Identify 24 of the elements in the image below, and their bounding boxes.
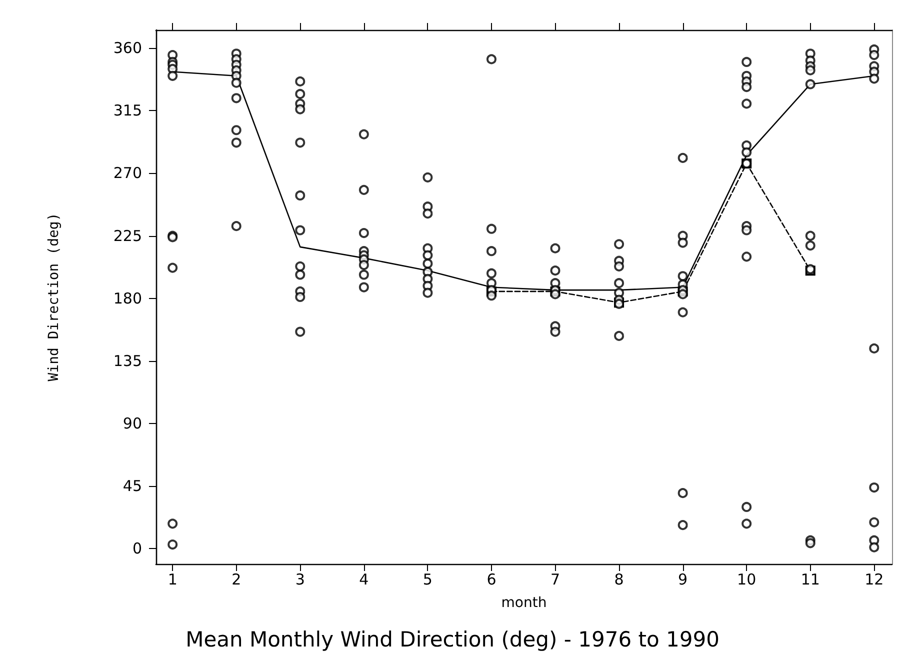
y-tick-label: 90: [122, 414, 142, 433]
y-tick-label: 180: [113, 289, 142, 308]
x-tick-label: 2: [232, 570, 242, 588]
x-tick-label: 1: [168, 570, 178, 588]
x-tick-label: 10: [737, 570, 756, 588]
x-tick-label: 8: [614, 570, 624, 588]
x-tick-label: 12: [864, 570, 884, 588]
x-tick-label: 9: [678, 570, 688, 588]
y-tick-label: 135: [113, 352, 142, 370]
y-axis-title: Wind Direction (deg): [46, 212, 62, 382]
x-tick-label: 7: [550, 570, 560, 588]
x-tick-label: 4: [359, 570, 369, 588]
x-tick-label: 5: [422, 570, 432, 588]
y-tick-label: 270: [113, 164, 142, 182]
x-tick-label: 6: [486, 570, 496, 588]
x-axis-title: month: [501, 595, 547, 611]
y-tick-label: 360: [113, 39, 142, 58]
y-tick-label: 315: [113, 102, 142, 120]
x-tick-label: 3: [295, 570, 305, 588]
x-tick-label: 11: [800, 570, 820, 588]
text: Mean Monthly Wind Direction (deg) - 1976 to 1990: [186, 628, 720, 652]
y-tick-label: 45: [122, 477, 142, 496]
y-tick-label: 225: [113, 226, 142, 245]
y-tick-label: 0: [132, 540, 142, 558]
